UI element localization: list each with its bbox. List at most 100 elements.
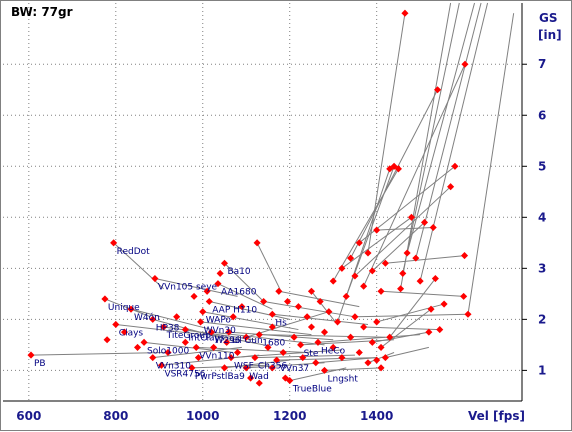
data-point [427,305,435,313]
data-point [290,333,298,341]
data-point [133,343,142,351]
data-point [307,287,315,295]
data-point [364,249,372,257]
load-label: Ba9 [227,372,245,382]
load-label: PB [34,359,46,369]
data-point [425,328,433,336]
data-point [238,303,246,311]
load-connector-line [143,341,234,354]
load-label: Hs [275,318,287,328]
data-point [120,328,129,336]
data-point [377,364,385,372]
load-labels: PB RedDot Unique Clays W4ónHP38TiteGroupIntC… [34,247,358,395]
load-connector-line [363,326,440,331]
data-point [160,323,168,331]
data-point [416,277,424,285]
load-label: W296 [214,336,240,346]
data-point [351,272,359,280]
load-label: VSR4756 [164,369,205,379]
data-point [377,287,385,295]
load-connector-line [419,2,489,282]
load-connector-line [354,313,469,318]
data-point [275,287,283,295]
data-point [431,275,439,283]
data-point [329,343,337,351]
load-connector-line [272,313,369,325]
data-point [194,354,202,362]
load-connector-line [385,346,429,359]
load-connector-lines [30,2,515,382]
load-label: VVn310 [156,362,191,372]
data-point [347,254,355,262]
load-label: Unique [108,303,140,313]
data-point [320,366,329,374]
y-axis-label-unit: [in] [538,28,562,42]
data-point [440,300,448,308]
load-connector-line [202,311,299,331]
load-label: VVn110 [199,351,234,361]
data-point [314,338,322,346]
load-label: W4ón [134,312,160,323]
data-point [127,305,135,313]
load-connector-line [276,357,377,361]
data-point [216,269,224,277]
data-point [460,292,468,300]
load-label: WAPo [206,316,232,326]
data-point [101,295,109,303]
data-point [294,303,302,311]
data-point [355,348,363,357]
load-connector-line [224,262,264,302]
load-label: Lil'Gun [232,336,263,346]
data-point [316,297,324,306]
data-point [307,323,315,331]
data-point [203,287,211,295]
data-point [464,310,472,318]
data-point [355,239,363,247]
data-point [140,338,148,346]
data-point [207,328,215,336]
load-label: Ba10 [227,267,250,277]
axes [3,3,523,402]
data-point [220,364,229,372]
data-point [268,310,276,318]
data-point [284,297,292,306]
data-point [407,213,416,221]
data-point [399,269,407,277]
load-connector-line [341,216,412,269]
load-label: Lngsht [328,374,359,384]
load-connector-line [259,334,386,338]
load-connector-line [154,278,238,297]
data-point [360,282,368,290]
load-label: Ste [304,349,319,359]
load-connector-line [130,308,212,331]
data-point [461,60,469,68]
data-point [149,315,157,323]
y-tick-label: 1 [538,363,546,377]
data-point [112,320,120,328]
data-point [368,267,376,275]
load-connector-line [278,290,360,308]
data-point [181,326,189,334]
load-connector-line [246,362,325,369]
load-connector-line [185,329,264,346]
data-point [347,333,355,341]
load-connector-line [363,64,466,287]
data-point [403,249,411,257]
x-tick-label: 1200 [273,409,306,423]
data-point [420,218,429,226]
data-point [229,313,237,321]
load-connector-line [332,168,399,282]
load-connector-line [152,318,238,343]
data-point [199,308,207,316]
data-point [364,359,372,367]
load-connector-line [230,349,342,359]
data-point [320,328,329,336]
data-point [242,333,250,341]
data-point [188,364,196,372]
data-points [27,9,472,387]
load-connector-line [30,352,168,356]
data-point [338,354,346,362]
load-connector-line [367,352,395,364]
data-point [460,252,469,260]
